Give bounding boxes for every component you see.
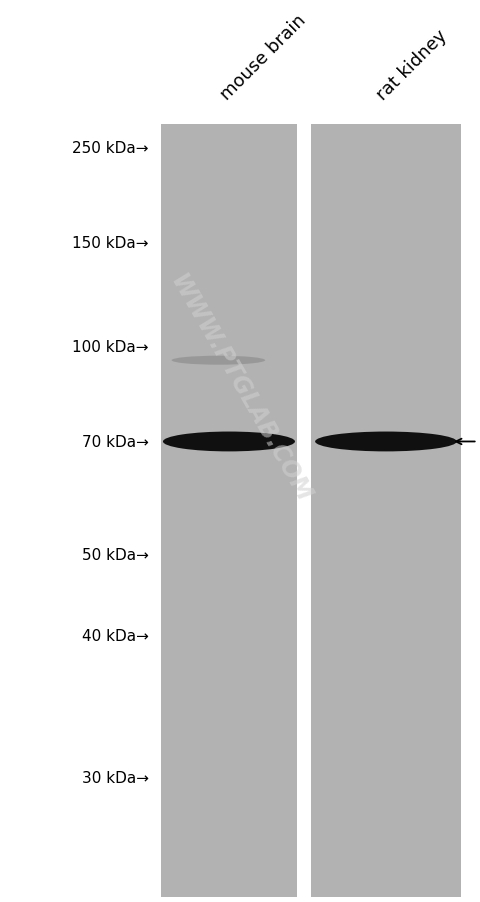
Text: mouse brain: mouse brain [216, 12, 309, 104]
Bar [311, 124, 461, 897]
Ellipse shape [163, 432, 295, 452]
Text: 50 kDa→: 50 kDa→ [82, 548, 149, 562]
Bar [161, 124, 297, 897]
Text: 40 kDa→: 40 kDa→ [82, 629, 149, 643]
Text: 250 kDa→: 250 kDa→ [72, 142, 149, 156]
Text: WWW.PTGLAB.COM: WWW.PTGLAB.COM [165, 270, 315, 506]
Ellipse shape [315, 432, 457, 452]
Text: 100 kDa→: 100 kDa→ [72, 340, 149, 354]
Ellipse shape [172, 356, 265, 365]
Text: rat kidney: rat kidney [373, 26, 451, 104]
Text: 30 kDa→: 30 kDa→ [82, 770, 149, 785]
Text: 150 kDa→: 150 kDa→ [72, 236, 149, 251]
Text: 70 kDa→: 70 kDa→ [82, 435, 149, 449]
